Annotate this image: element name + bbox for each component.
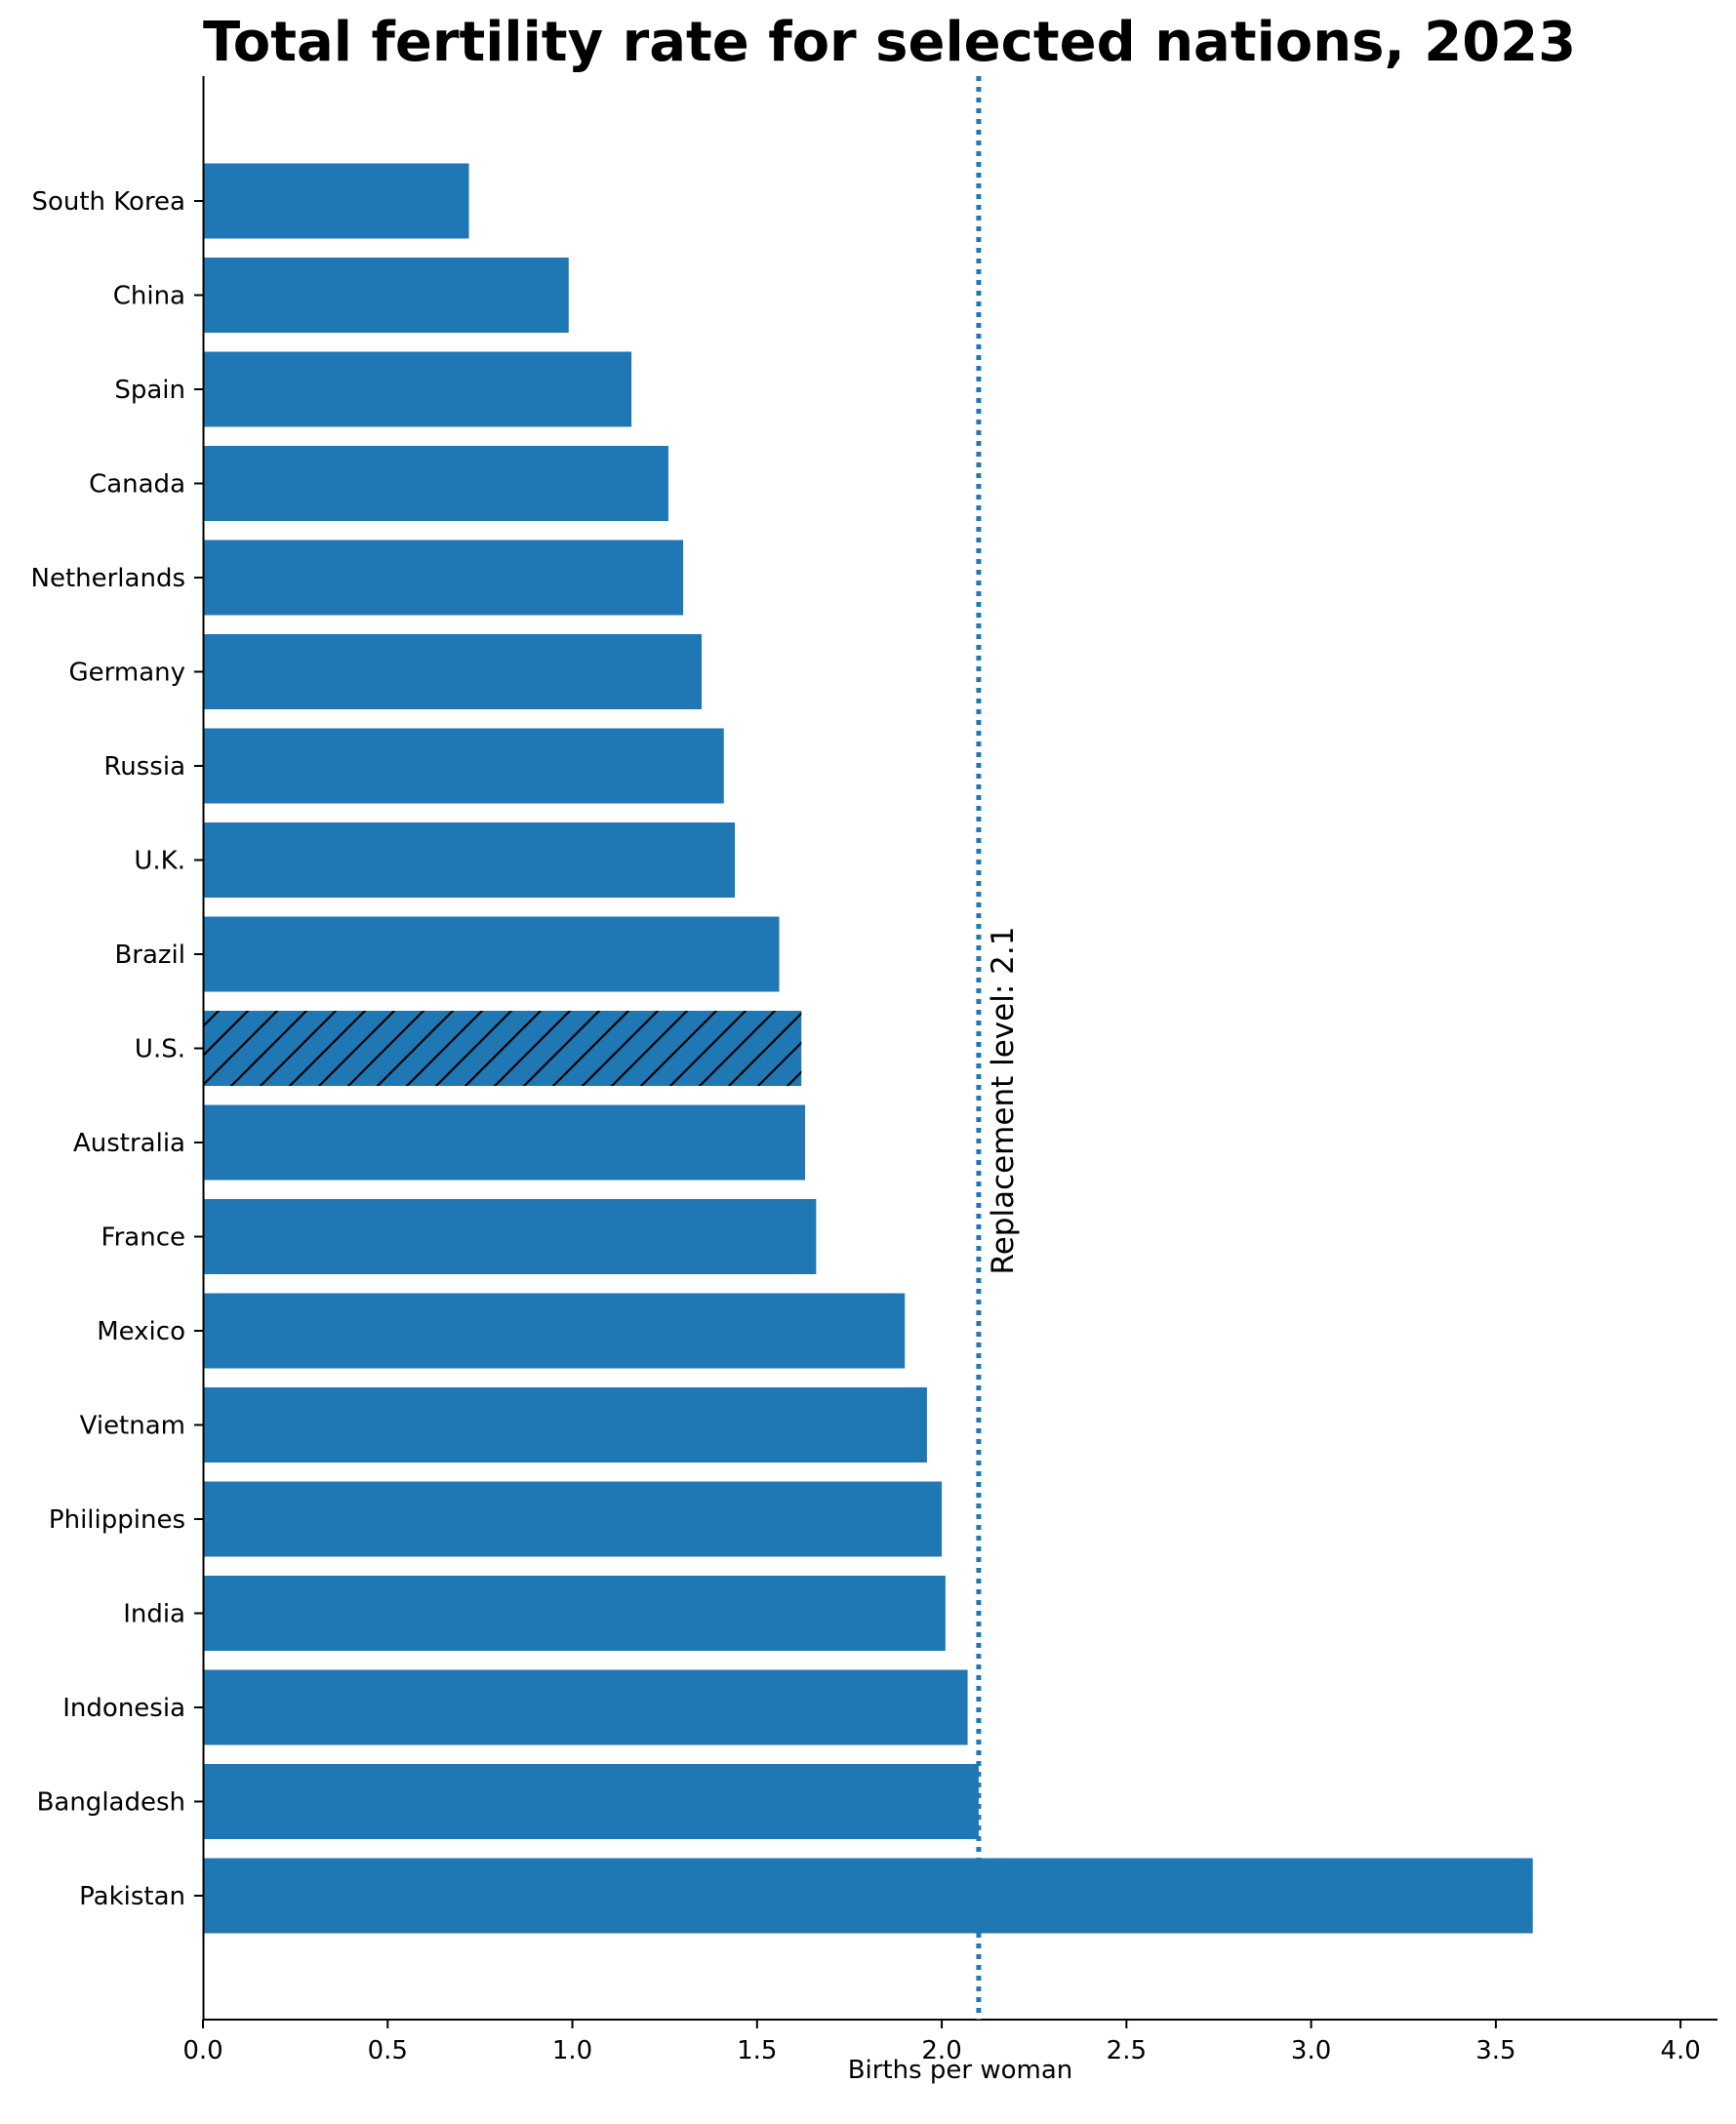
y-tick-label: U.S.: [135, 1035, 185, 1064]
bar-china: [203, 258, 569, 333]
x-tick-label: 3.0: [1291, 2036, 1331, 2065]
bar-india: [203, 1576, 946, 1651]
bar-australia: [203, 1104, 806, 1181]
y-tick-label: Bangladesh: [37, 1788, 185, 1818]
bar-spain: [203, 351, 632, 427]
y-tick-label: Russia: [103, 752, 185, 781]
y-tick-label: Pakistan: [79, 1882, 185, 1911]
y-tick-label: U.K.: [134, 847, 185, 876]
bar-france: [203, 1199, 817, 1274]
bar-vietnam: [203, 1387, 927, 1463]
bar-south-korea: [203, 163, 469, 239]
x-tick-label: 0.5: [368, 2036, 408, 2065]
bar-canada: [203, 446, 668, 521]
x-tick-label: 0.0: [182, 2036, 222, 2065]
y-tick-label: Spain: [114, 376, 185, 405]
bar-brazil: [203, 916, 780, 992]
y-tick-label: France: [101, 1223, 185, 1253]
y-tick-label: Mexico: [97, 1317, 185, 1346]
bars-group: [203, 163, 1533, 1934]
y-tick-label: India: [123, 1600, 185, 1629]
bar-philippines: [203, 1481, 943, 1557]
x-tick-label: 3.5: [1475, 2036, 1515, 2065]
x-tick-label: 2.5: [1107, 2036, 1147, 2065]
bar-netherlands: [203, 540, 684, 616]
bar-u-k: [203, 822, 736, 898]
x-ticks: 0.0 0.5 1.0 1.5 2.0 2.5 3.0 3.5 4.0: [182, 2020, 1701, 2065]
bar-mexico: [203, 1293, 906, 1369]
bar-germany: [203, 634, 703, 709]
chart-title: Total fertility rate for selected nation…: [203, 11, 1576, 74]
x-axis-label: Births per woman: [848, 2056, 1073, 2085]
y-tick-label: Vietnam: [80, 1412, 185, 1441]
bar-hatch-highlight: [203, 1011, 802, 1086]
x-tick-label: 4.0: [1660, 2036, 1700, 2065]
x-tick-label: 2.0: [921, 2036, 961, 2065]
y-tick-label: China: [113, 282, 185, 311]
y-tick-label: Germany: [68, 659, 185, 688]
y-tick-label: South Korea: [31, 187, 185, 217]
y-tick-label: Australia: [73, 1129, 185, 1158]
x-tick-label: 1.0: [552, 2036, 592, 2065]
x-tick-label: 1.5: [737, 2036, 777, 2065]
replacement-level-label: Replacement level: 2.1: [986, 927, 1021, 1275]
bar-bangladesh: [203, 1764, 979, 1839]
y-tick-label: Indonesia: [62, 1694, 185, 1723]
y-tick-label: Philippines: [49, 1505, 185, 1535]
bar-russia: [203, 728, 724, 804]
y-tick-label: Canada: [89, 470, 185, 500]
y-tick-label: Brazil: [114, 941, 185, 970]
bar-indonesia: [203, 1669, 968, 1745]
bar-pakistan: [203, 1858, 1533, 1934]
y-tick-label: Netherlands: [31, 564, 186, 593]
y-tick-labels: South Korea China Spain Canada Netherlands Ge…: [31, 187, 203, 1911]
